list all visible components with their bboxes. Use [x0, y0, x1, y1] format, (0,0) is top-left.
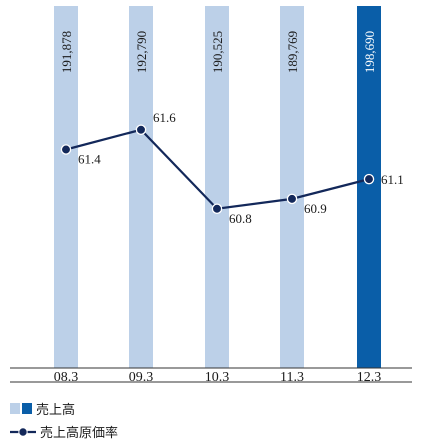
cost-ratio-point — [363, 173, 375, 185]
bar-11-3 — [280, 6, 304, 368]
legend-bar-swatch-light — [10, 403, 20, 414]
cost-ratio-value-label: 61.4 — [78, 152, 101, 167]
x-tick-label: 11.3 — [280, 370, 304, 385]
bar-12-3 — [357, 6, 381, 368]
x-tick-label: 08.3 — [54, 370, 79, 385]
x-tick-label: 10.3 — [205, 370, 230, 385]
bar-value-label: 191,878 — [59, 31, 74, 73]
cost-ratio-labels: 61.4 61.6 60.8 60.9 61.1 — [78, 110, 404, 226]
bar-value-label: 190,525 — [210, 31, 225, 73]
cost-ratio-value-label: 60.8 — [229, 211, 252, 226]
x-axis: 08.3 09.3 10.3 11.3 12.3 — [10, 367, 412, 385]
bar-10-3 — [205, 6, 229, 368]
x-tick-label: 12.3 — [357, 370, 382, 385]
legend-line-marker — [18, 427, 28, 437]
cost-ratio-value-label: 61.6 — [153, 110, 176, 125]
cost-ratio-line-layer — [60, 124, 375, 214]
cost-ratio-value-label: 61.1 — [381, 172, 404, 187]
bar-value-label: 189,769 — [285, 31, 300, 73]
cost-ratio-point — [211, 203, 223, 214]
bar-08-3 — [54, 6, 78, 368]
bars-layer — [54, 6, 381, 368]
legend-bar-swatch-dark — [22, 403, 32, 414]
legend-line-label: 売上高原価率 — [40, 425, 118, 441]
legend-bar-label: 売上高 — [36, 402, 75, 418]
cost-ratio-point — [286, 193, 298, 205]
cost-ratio-point — [135, 124, 147, 136]
cost-ratio-point — [60, 144, 72, 155]
x-tick-label: 09.3 — [129, 370, 154, 385]
bar-09-3 — [129, 6, 153, 368]
cost-ratio-value-label: 60.9 — [304, 201, 327, 216]
bar-value-label: 198,690 — [362, 31, 377, 73]
bar-value-label: 192,790 — [134, 31, 149, 73]
bar-value-labels: 191,878 192,790 190,525 189,769 198,690 — [59, 31, 377, 73]
